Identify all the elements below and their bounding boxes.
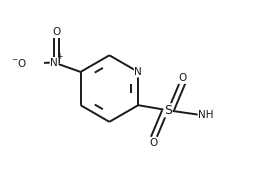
Text: N: N <box>50 58 58 68</box>
Text: +: + <box>56 52 62 61</box>
Text: O: O <box>53 27 61 37</box>
Text: N: N <box>134 67 142 77</box>
Text: $^{-}$O: $^{-}$O <box>11 57 27 69</box>
Text: O: O <box>150 138 158 148</box>
Text: S: S <box>164 104 172 117</box>
Text: NH: NH <box>198 110 214 120</box>
Text: O: O <box>178 73 186 83</box>
